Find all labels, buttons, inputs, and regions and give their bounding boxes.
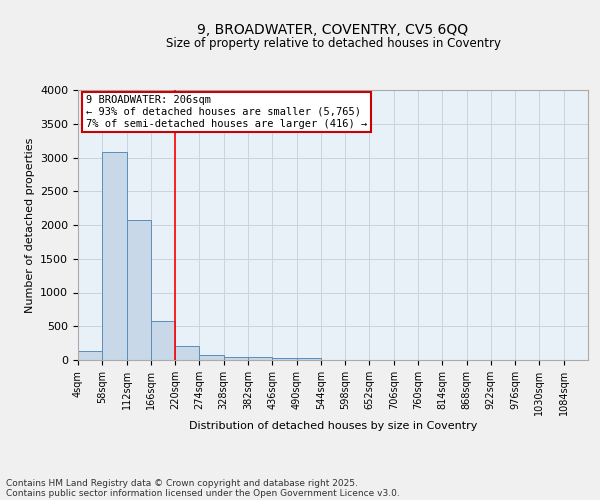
Text: Contains HM Land Registry data © Crown copyright and database right 2025.: Contains HM Land Registry data © Crown c… [6, 478, 358, 488]
Bar [199, 356, 224, 360]
Text: 9, BROADWATER, COVENTRY, CV5 6QQ: 9, BROADWATER, COVENTRY, CV5 6QQ [197, 22, 469, 36]
Bar [248, 358, 272, 360]
Bar [272, 358, 296, 360]
Y-axis label: Number of detached properties: Number of detached properties [25, 138, 35, 312]
Bar [296, 358, 321, 360]
Bar [175, 346, 199, 360]
Bar [102, 152, 127, 360]
Text: 9 BROADWATER: 206sqm
← 93% of detached houses are smaller (5,765)
7% of semi-det: 9 BROADWATER: 206sqm ← 93% of detached h… [86, 96, 367, 128]
Text: Size of property relative to detached houses in Coventry: Size of property relative to detached ho… [166, 38, 500, 51]
Text: Contains public sector information licensed under the Open Government Licence v3: Contains public sector information licen… [6, 488, 400, 498]
X-axis label: Distribution of detached houses by size in Coventry: Distribution of detached houses by size … [189, 420, 477, 430]
Bar [151, 321, 175, 360]
Bar [224, 356, 248, 360]
Bar [78, 351, 102, 360]
Bar [127, 220, 151, 360]
